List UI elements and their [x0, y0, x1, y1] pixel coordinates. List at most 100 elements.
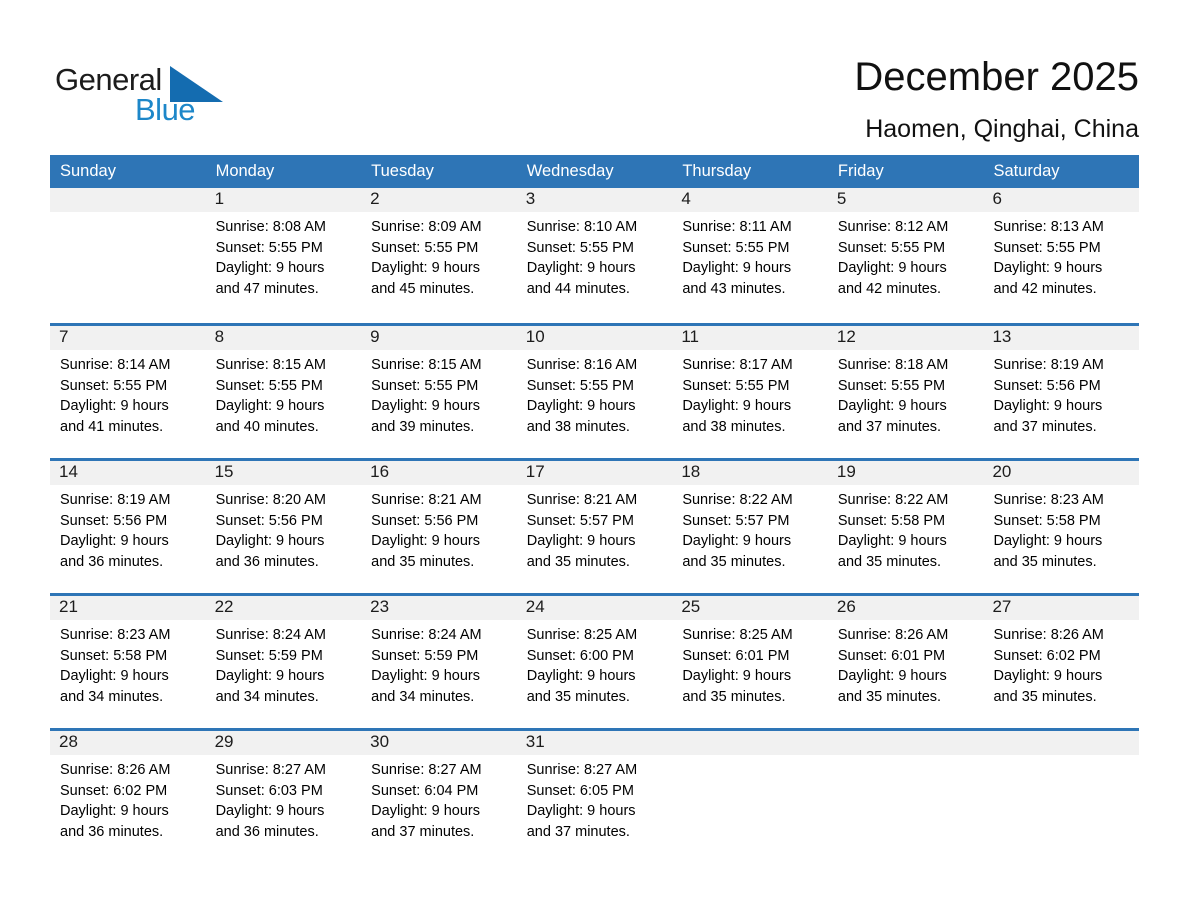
- sunrise-text: Sunrise: 8:26 AM: [993, 627, 1104, 643]
- sunset-text: Sunset: 5:55 PM: [215, 239, 323, 256]
- daylight-text-line2: and 37 minutes.: [371, 823, 475, 840]
- calendar-empty-cell: [983, 731, 1140, 853]
- daylight-text-line1: Daylight: 9 hours: [215, 668, 325, 685]
- calendar-day-cell: 29 Sunrise: 8:27 AM Sunset: 6:03 PM Dayl…: [205, 731, 362, 853]
- day-number: 23: [361, 596, 517, 620]
- sunset-text: Sunset: 5:56 PM: [60, 512, 168, 529]
- daylight-text-line2: and 38 minutes.: [682, 418, 786, 435]
- sunrise-text: Sunrise: 8:19 AM: [60, 492, 171, 508]
- day-details: Sunrise: 8:12 AM Sunset: 5:55 PM Dayligh…: [828, 212, 984, 299]
- calendar-day-cell: 11 Sunrise: 8:17 AM Sunset: 5:55 PM Dayl…: [672, 326, 828, 458]
- daylight-text-line1: Daylight: 9 hours: [526, 260, 636, 277]
- sunset-text: Sunset: 6:01 PM: [682, 647, 790, 664]
- daylight-text-line1: Daylight: 9 hours: [371, 260, 480, 277]
- sunset-text: Sunset: 5:55 PM: [526, 239, 634, 256]
- day-number: [827, 731, 984, 755]
- sunset-text: Sunset: 5:59 PM: [215, 647, 323, 664]
- sunrise-text: Sunrise: 8:20 AM: [215, 492, 326, 508]
- daylight-text-line1: Daylight: 9 hours: [993, 668, 1103, 685]
- day-details: [828, 755, 984, 760]
- day-number: 21: [50, 596, 206, 620]
- calendar-day-cell: 20 Sunrise: 8:23 AM Sunset: 5:58 PM Dayl…: [983, 461, 1140, 593]
- day-number: 28: [50, 731, 206, 755]
- calendar-day-cell: 18 Sunrise: 8:22 AM Sunset: 5:57 PM Dayl…: [672, 461, 828, 593]
- sunrise-text: Sunrise: 8:19 AM: [993, 357, 1104, 373]
- day-details: Sunrise: 8:19 AM Sunset: 5:56 PM Dayligh…: [983, 350, 1139, 437]
- day-number: 3: [516, 188, 673, 212]
- daylight-text-line1: Daylight: 9 hours: [215, 533, 325, 550]
- daylight-text-line2: and 34 minutes.: [215, 688, 319, 705]
- day-number: 5: [827, 188, 984, 212]
- sunrise-text: Sunrise: 8:22 AM: [682, 492, 793, 508]
- day-details: Sunrise: 8:24 AM Sunset: 5:59 PM Dayligh…: [206, 620, 362, 707]
- day-details: Sunrise: 8:20 AM Sunset: 5:56 PM Dayligh…: [206, 485, 362, 572]
- day-number: 10: [516, 326, 673, 350]
- sunset-text: Sunset: 6:02 PM: [60, 782, 168, 799]
- day-number: 7: [50, 326, 206, 350]
- calendar-day-cell: 9 Sunrise: 8:15 AM Sunset: 5:55 PM Dayli…: [361, 326, 517, 458]
- sunrise-text: Sunrise: 8:18 AM: [837, 357, 949, 373]
- day-number: 1: [205, 188, 362, 212]
- daylight-text-line1: Daylight: 9 hours: [371, 533, 480, 550]
- daylight-text-line2: and 41 minutes.: [60, 418, 164, 435]
- sunrise-text: Sunrise: 8:22 AM: [837, 492, 949, 508]
- calendar-week-row: 1 Sunrise: 8:08 AM Sunset: 5:55 PM Dayli…: [50, 188, 1140, 323]
- daylight-text-line2: and 35 minutes.: [993, 688, 1097, 705]
- day-details: Sunrise: 8:08 AM Sunset: 5:55 PM Dayligh…: [206, 212, 362, 299]
- daylight-text-line2: and 35 minutes.: [526, 688, 630, 705]
- day-number: [983, 731, 1140, 755]
- sunrise-text: Sunrise: 8:27 AM: [215, 762, 326, 778]
- calendar-day-cell: 16 Sunrise: 8:21 AM Sunset: 5:56 PM Dayl…: [361, 461, 517, 593]
- daylight-text-line1: Daylight: 9 hours: [215, 398, 325, 415]
- sunset-text: Sunset: 5:56 PM: [371, 512, 479, 529]
- daylight-text-line2: and 35 minutes.: [993, 553, 1097, 570]
- daylight-text-line2: and 35 minutes.: [682, 553, 786, 570]
- daylight-text-line1: Daylight: 9 hours: [993, 260, 1103, 277]
- calendar-empty-cell: [672, 731, 828, 853]
- sunset-text: Sunset: 5:55 PM: [526, 377, 634, 394]
- day-number: 4: [672, 188, 828, 212]
- sunset-text: Sunset: 6:04 PM: [371, 782, 479, 799]
- sunset-text: Sunset: 6:02 PM: [993, 647, 1101, 664]
- page-title: December 2025: [854, 55, 1139, 99]
- day-details: Sunrise: 8:22 AM Sunset: 5:58 PM Dayligh…: [828, 485, 984, 572]
- daylight-text-line2: and 42 minutes.: [837, 280, 942, 297]
- sunset-text: Sunset: 5:55 PM: [371, 239, 479, 256]
- day-details: Sunrise: 8:25 AM Sunset: 6:01 PM Dayligh…: [672, 620, 828, 707]
- calendar-body: 1 Sunrise: 8:08 AM Sunset: 5:55 PM Dayli…: [50, 188, 1140, 853]
- day-number: 9: [361, 326, 517, 350]
- calendar-day-cell: 1 Sunrise: 8:08 AM Sunset: 5:55 PM Dayli…: [205, 188, 362, 323]
- day-number: 30: [361, 731, 517, 755]
- daylight-text-line2: and 36 minutes.: [215, 823, 319, 840]
- day-number: 16: [361, 461, 517, 485]
- daylight-text-line1: Daylight: 9 hours: [60, 668, 169, 685]
- calendar-day-cell: 30 Sunrise: 8:27 AM Sunset: 6:04 PM Dayl…: [361, 731, 517, 853]
- calendar-day-cell: 4 Sunrise: 8:11 AM Sunset: 5:55 PM Dayli…: [672, 188, 828, 323]
- calendar-empty-cell: [827, 731, 984, 853]
- calendar-day-cell: 3 Sunrise: 8:10 AM Sunset: 5:55 PM Dayli…: [516, 188, 673, 323]
- sunrise-text: Sunrise: 8:09 AM: [371, 219, 482, 235]
- sunrise-text: Sunrise: 8:23 AM: [60, 627, 171, 643]
- weekday-header-tuesday: Tuesday: [371, 162, 434, 180]
- sunrise-text: Sunrise: 8:12 AM: [837, 219, 949, 235]
- sunset-text: Sunset: 5:56 PM: [993, 377, 1101, 394]
- day-details: Sunrise: 8:27 AM Sunset: 6:05 PM Dayligh…: [517, 755, 673, 842]
- daylight-text-line1: Daylight: 9 hours: [837, 533, 947, 550]
- sunrise-text: Sunrise: 8:24 AM: [215, 627, 326, 643]
- daylight-text-line2: and 35 minutes.: [682, 688, 786, 705]
- day-details: Sunrise: 8:13 AM Sunset: 5:55 PM Dayligh…: [983, 212, 1139, 299]
- sunset-text: Sunset: 6:00 PM: [526, 647, 634, 664]
- sunrise-text: Sunrise: 8:15 AM: [215, 357, 326, 373]
- weekday-header-thursday: Thursday: [682, 162, 752, 180]
- daylight-text-line1: Daylight: 9 hours: [371, 803, 480, 820]
- calendar-day-cell: 8 Sunrise: 8:15 AM Sunset: 5:55 PM Dayli…: [205, 326, 362, 458]
- sunset-text: Sunset: 5:55 PM: [215, 377, 323, 394]
- weekday-header-row: Sunday Monday Tuesday Wednesday Thursday…: [50, 155, 1139, 188]
- general-blue-logo: General Blue: [55, 62, 275, 132]
- day-details: Sunrise: 8:21 AM Sunset: 5:57 PM Dayligh…: [517, 485, 673, 572]
- logo-text-general: General: [55, 62, 162, 97]
- day-number: 18: [672, 461, 828, 485]
- daylight-text-line2: and 34 minutes.: [60, 688, 164, 705]
- sunset-text: Sunset: 6:05 PM: [526, 782, 634, 799]
